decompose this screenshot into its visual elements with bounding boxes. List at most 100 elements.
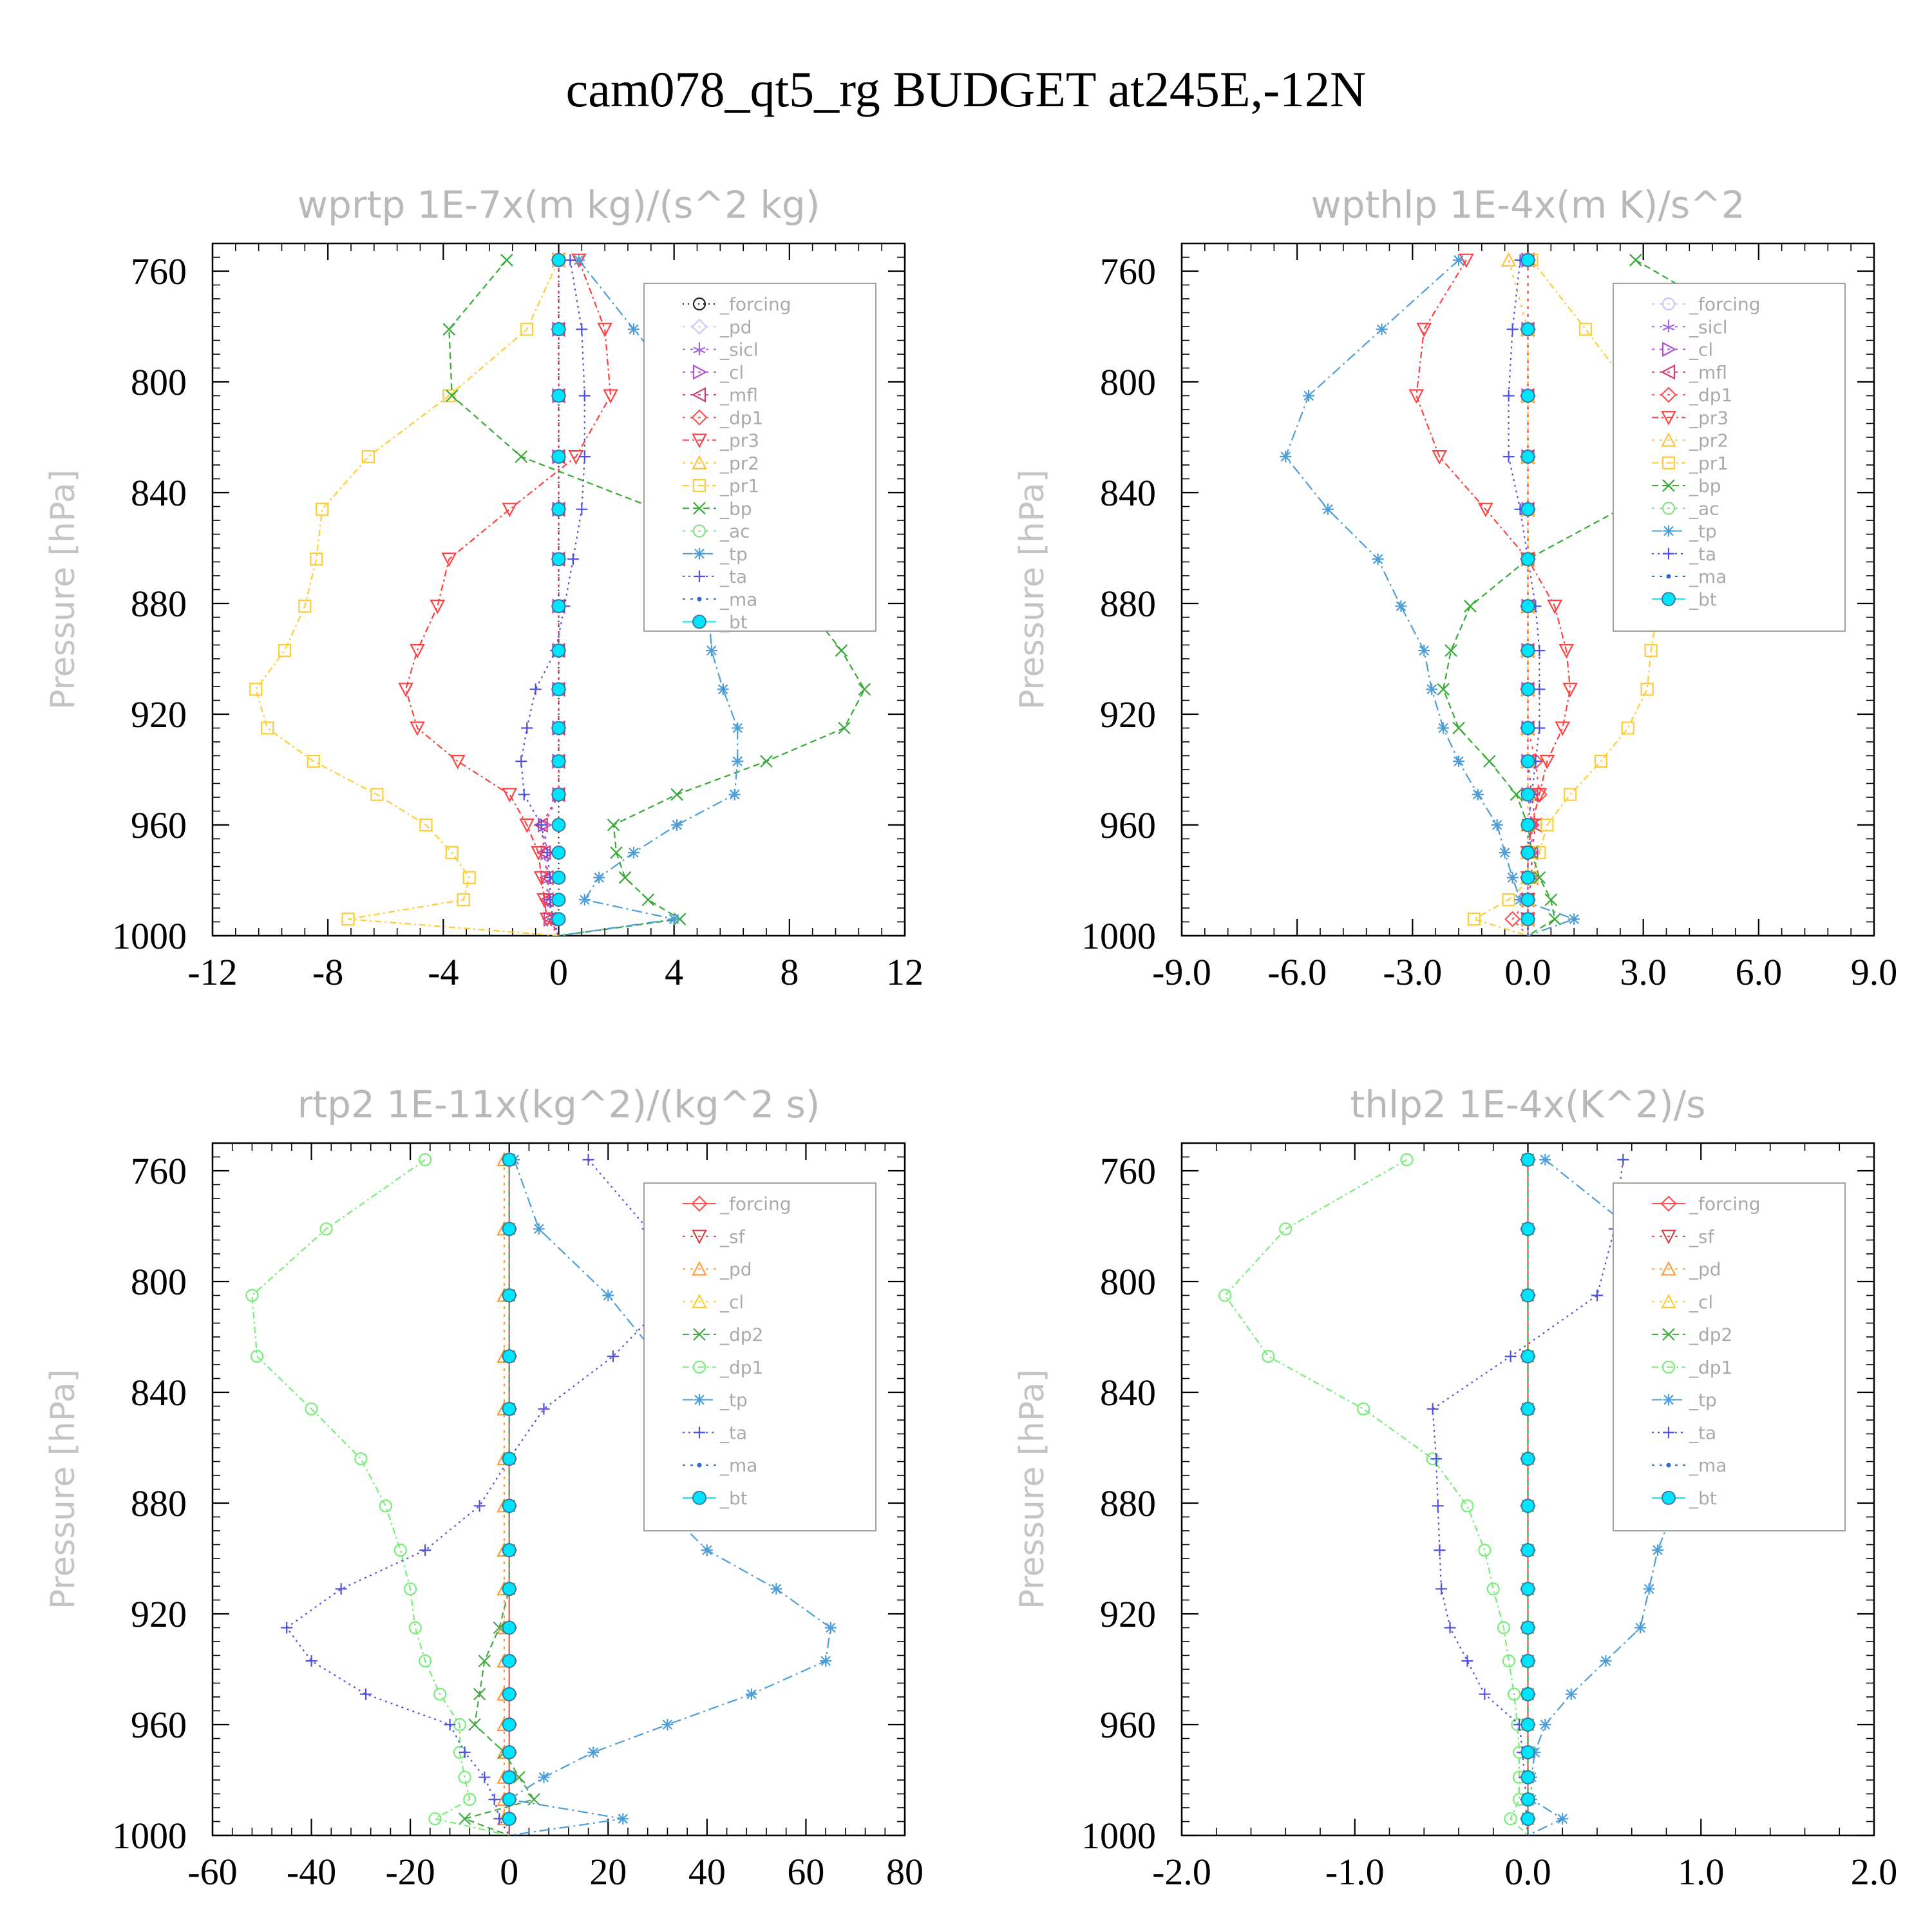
series-line	[404, 260, 612, 936]
panel-2: wpthlp 1E-4x(m K)/s^2 Pressure [hPa] -9.0 -…	[1013, 183, 1897, 993]
x-tick-label: 1.0	[1678, 1851, 1725, 1893]
data-point	[838, 721, 851, 735]
data-point	[502, 1152, 516, 1167]
data-point	[627, 323, 639, 336]
legend: _forcing _sf _pd _cl _dp2 _dp1 _tp _ta _ma _bt	[643, 1182, 876, 1531]
data-point	[1514, 894, 1526, 906]
data-point	[551, 322, 566, 337]
x-tick-label: 0	[500, 1851, 518, 1893]
data-point	[732, 722, 744, 734]
data-point	[473, 1687, 486, 1701]
data-point	[1520, 1499, 1535, 1513]
data-point	[419, 1654, 432, 1668]
data-point	[661, 1719, 674, 1730]
data-point	[573, 254, 585, 266]
legend-marker	[691, 1195, 708, 1212]
data-point	[1557, 1813, 1569, 1825]
data-point	[1357, 1402, 1370, 1416]
legend-marker	[1662, 592, 1676, 607]
data-point	[1434, 1544, 1446, 1557]
data-point	[551, 721, 566, 735]
data-point	[1520, 1812, 1535, 1826]
data-point	[593, 871, 605, 884]
data-point	[578, 390, 591, 402]
y-tick-label: 880	[131, 1482, 187, 1524]
data-point	[307, 754, 320, 768]
legend-marker	[692, 455, 707, 469]
series-pr3	[1408, 253, 1578, 936]
data-point	[316, 502, 329, 516]
data-point	[1435, 1583, 1448, 1595]
data-point	[538, 1403, 550, 1415]
y-axis-label: Pressure [hPa]	[1013, 1369, 1052, 1609]
data-point	[278, 643, 292, 658]
legend-label: _forcing	[1689, 1193, 1761, 1215]
data-point	[1520, 1718, 1535, 1732]
legend-label: _pr3	[719, 430, 759, 451]
data-point	[1578, 323, 1593, 336]
data-point	[442, 323, 456, 336]
data-point	[1564, 788, 1577, 801]
data-point	[671, 819, 683, 831]
data-point	[1520, 912, 1535, 927]
plot-area	[245, 1151, 837, 1835]
data-point	[1497, 1621, 1510, 1634]
legend-label: _cl	[1689, 1291, 1713, 1312]
data-point	[1464, 600, 1477, 613]
x-tick-label: 12	[886, 951, 923, 993]
x-tick-label: -3.0	[1383, 951, 1442, 993]
legend-marker	[692, 1293, 707, 1309]
data-point	[502, 1222, 516, 1236]
data-point	[1432, 450, 1447, 465]
plot-area	[1280, 252, 1796, 936]
data-point	[1520, 1288, 1535, 1303]
series-line	[558, 260, 739, 936]
legend-label: _ac	[719, 521, 750, 542]
data-point	[1533, 645, 1546, 657]
legend-label: _pd	[719, 316, 752, 337]
data-point	[1591, 1289, 1603, 1302]
data-point	[457, 893, 470, 907]
data-point	[1558, 643, 1575, 659]
data-point	[1472, 788, 1484, 800]
x-tick-label: 8	[780, 951, 799, 993]
legend-marker	[692, 614, 706, 629]
x-tick-label: -60	[187, 1851, 237, 1893]
legend-label: _ta	[1689, 1422, 1716, 1443]
x-tick-label: 20	[589, 1851, 627, 1893]
legend-label: _ma	[719, 589, 757, 610]
data-point	[1504, 911, 1521, 927]
data-point	[502, 1582, 516, 1596]
data-point	[502, 1401, 516, 1416]
series-line	[1511, 260, 1540, 936]
series-dp2	[458, 1153, 540, 1835]
legend-label: _mfl	[1689, 362, 1727, 383]
data-point	[341, 913, 355, 926]
legend-label: _ta	[719, 1422, 747, 1443]
y-tick-label: 920	[1100, 694, 1156, 735]
data-point	[535, 819, 547, 831]
data-point	[360, 1688, 372, 1700]
data-point	[450, 754, 466, 770]
data-point	[502, 502, 518, 518]
data-point	[1520, 1654, 1535, 1669]
y-tick-label: 960	[131, 1704, 187, 1746]
data-point	[513, 1770, 526, 1784]
data-point	[538, 1771, 550, 1783]
data-point	[493, 1621, 506, 1634]
legend-marker	[1661, 432, 1676, 447]
data-point	[310, 553, 323, 566]
x-tick-label: -2.0	[1152, 1851, 1211, 1893]
data-point	[502, 1745, 516, 1759]
legend-box	[643, 283, 876, 632]
data-point	[419, 1153, 432, 1166]
data-point	[551, 893, 566, 907]
data-point	[1376, 323, 1388, 336]
data-point	[1372, 553, 1384, 565]
series-line	[285, 1159, 674, 1835]
legend-label: _bt	[1689, 589, 1717, 610]
data-point	[249, 683, 263, 696]
legend-marker	[692, 1261, 707, 1276]
data-point	[1652, 1544, 1664, 1557]
data-point	[551, 502, 566, 516]
